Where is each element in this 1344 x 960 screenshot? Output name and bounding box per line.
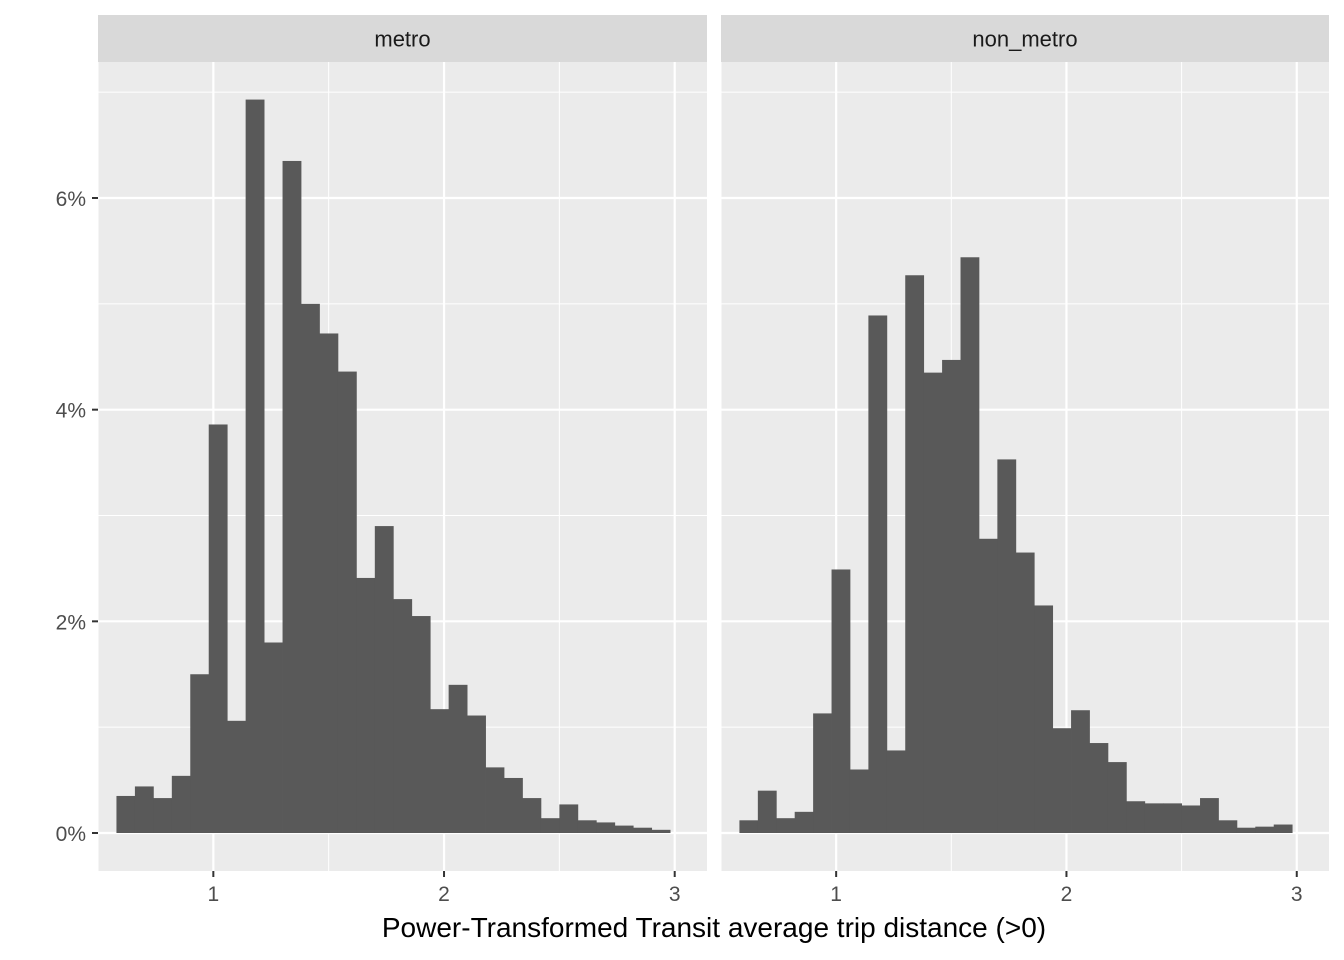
histogram-bar bbox=[831, 569, 851, 833]
histogram-bar bbox=[430, 709, 450, 833]
y-tick-label: 4% bbox=[56, 400, 86, 423]
histogram-bar bbox=[393, 599, 413, 833]
y-tick-label: 6% bbox=[56, 188, 86, 211]
histogram-bar bbox=[190, 674, 210, 833]
axes-layer: 1 2 3 1 2 3 0% 2% 4% 6% bbox=[56, 188, 1303, 906]
histogram-bar bbox=[960, 257, 980, 833]
panels-layer: metro non_metro bbox=[97, 15, 1329, 871]
x-tick-label: 2 bbox=[1061, 883, 1073, 906]
histogram-bar bbox=[356, 577, 376, 833]
histogram-bar bbox=[522, 798, 542, 833]
histogram-bar bbox=[448, 684, 468, 833]
histogram-bar bbox=[596, 822, 616, 833]
histogram-bar bbox=[467, 715, 486, 833]
histogram-bars-non_metro bbox=[739, 257, 1293, 834]
facet-strip-label: metro bbox=[374, 27, 430, 52]
histogram-bar bbox=[1126, 801, 1146, 833]
x-tick-label: 2 bbox=[438, 883, 450, 906]
histogram-bar bbox=[886, 750, 906, 833]
histogram-bar bbox=[757, 790, 777, 833]
histogram-bar bbox=[794, 811, 814, 833]
histogram-bar bbox=[614, 825, 634, 833]
histogram-bar bbox=[171, 775, 191, 833]
x-axis-title: Power-Transformed Transit average trip d… bbox=[382, 912, 1046, 943]
histogram-bar bbox=[849, 769, 869, 833]
facet-panel-metro: metro bbox=[97, 15, 707, 871]
histogram-bar bbox=[319, 333, 339, 833]
histogram-bar bbox=[1089, 743, 1109, 833]
histogram-bar bbox=[208, 424, 228, 833]
histogram-bar bbox=[776, 818, 796, 833]
histogram-bar bbox=[134, 786, 154, 833]
histogram-bar bbox=[1015, 552, 1035, 833]
histogram-bar bbox=[1071, 710, 1090, 833]
histogram-bar bbox=[633, 827, 653, 833]
histogram-bar bbox=[411, 616, 431, 833]
y-tick-label: 0% bbox=[56, 823, 86, 846]
x-tick-label: 1 bbox=[830, 883, 842, 906]
histogram-bar bbox=[1255, 826, 1275, 833]
histogram-bar bbox=[282, 160, 302, 834]
x-tick-label: 3 bbox=[1291, 883, 1303, 906]
facet-strip-non_metro bbox=[721, 15, 1329, 62]
histogram-bar bbox=[923, 372, 943, 833]
histogram-bar bbox=[1163, 803, 1183, 833]
histogram-bar bbox=[559, 804, 579, 833]
histogram-bar bbox=[504, 777, 523, 833]
histogram-bar bbox=[116, 795, 136, 833]
histogram-bar bbox=[813, 713, 832, 833]
histogram-bar bbox=[1236, 827, 1256, 833]
histogram-bar bbox=[337, 371, 357, 833]
histogram-bar bbox=[1144, 803, 1164, 833]
histogram-bar bbox=[153, 798, 173, 833]
histogram-bar bbox=[942, 359, 961, 833]
histogram-bar bbox=[997, 459, 1017, 833]
facet-panel-non_metro: non_metro bbox=[720, 15, 1329, 871]
histogram-bar bbox=[374, 526, 394, 833]
histogram-bar bbox=[577, 820, 597, 833]
histogram-bar bbox=[1273, 824, 1293, 833]
histogram-bar bbox=[978, 538, 998, 833]
histogram-bar bbox=[739, 820, 759, 833]
histogram-bar bbox=[1034, 605, 1054, 833]
histogram-bar bbox=[540, 818, 560, 833]
histogram-bars-metro bbox=[116, 99, 671, 834]
histogram-bar bbox=[1200, 798, 1219, 833]
histogram-bar bbox=[905, 275, 925, 834]
histogram-bar bbox=[245, 99, 265, 833]
histogram-bar bbox=[485, 767, 505, 833]
histogram-bar bbox=[1052, 728, 1072, 833]
x-tick-label: 3 bbox=[669, 883, 681, 906]
histogram-bar bbox=[651, 829, 671, 833]
facet-strip-metro bbox=[98, 15, 707, 62]
facet-strip-label: non_metro bbox=[972, 27, 1077, 52]
x-tick-label: 1 bbox=[207, 883, 219, 906]
histogram-bar bbox=[1107, 762, 1127, 833]
histogram-bar bbox=[868, 315, 888, 834]
y-tick-label: 2% bbox=[56, 611, 86, 634]
histogram-bar bbox=[264, 642, 283, 833]
histogram-bar bbox=[227, 720, 247, 833]
histogram-bar bbox=[1218, 820, 1238, 833]
histogram-bar bbox=[301, 303, 320, 833]
histogram-bar bbox=[1181, 805, 1201, 833]
